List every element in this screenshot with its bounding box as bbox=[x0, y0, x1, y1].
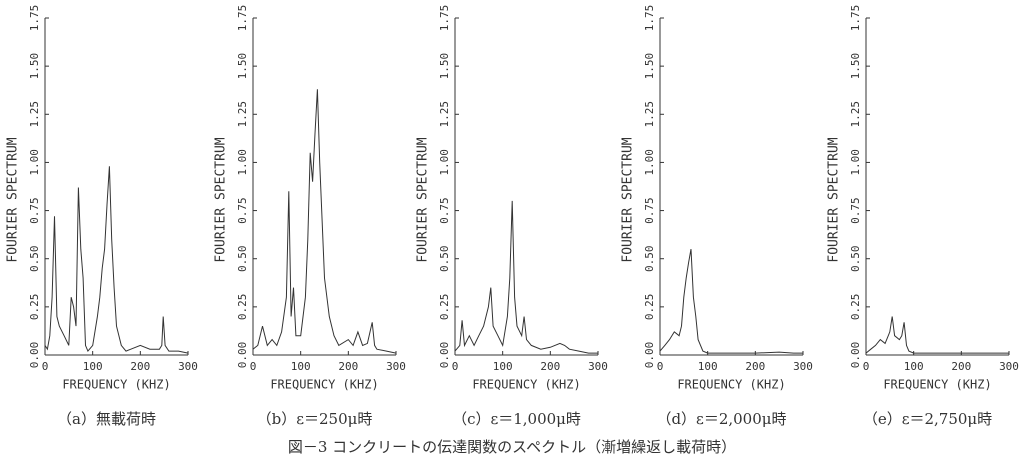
figure-caption: 図－3 コンクリートの伝達関数のスペクトル（漸増繰返し載荷時） bbox=[288, 438, 736, 456]
y-tick-label: 1.50 bbox=[643, 53, 656, 80]
y-tick-label: 0.00 bbox=[849, 342, 862, 369]
y-tick-label: 1.00 bbox=[28, 149, 41, 176]
y-tick-label: 0.50 bbox=[236, 245, 249, 272]
y-axis-label: FOURIER SPECTRUM bbox=[416, 137, 431, 262]
x-tick-label: 300 bbox=[386, 360, 406, 373]
spectrum-line bbox=[44, 166, 189, 354]
y-tick-label: 1.75 bbox=[438, 5, 451, 32]
y-tick-label: 0.50 bbox=[438, 245, 451, 272]
y-tick-label: 0.50 bbox=[643, 245, 656, 272]
y-tick-label: 0.75 bbox=[643, 197, 656, 224]
y-tick-label: 0.25 bbox=[643, 294, 656, 321]
y-tick-label: 1.00 bbox=[236, 149, 249, 176]
y-axis-label: FOURIER SPECTRUM bbox=[827, 137, 842, 262]
x-tick-label: 0 bbox=[657, 360, 664, 373]
y-tick-label: 1.00 bbox=[643, 149, 656, 176]
x-tick-label: 100 bbox=[493, 360, 513, 373]
y-tick-label: 0.50 bbox=[28, 245, 41, 272]
x-tick-label: 0 bbox=[452, 360, 459, 373]
y-axis-label: FOURIER SPECTRUM bbox=[621, 137, 636, 262]
spectrum-line bbox=[865, 316, 1009, 354]
y-tick-label: 1.25 bbox=[438, 101, 451, 128]
chart-caption: （c）ε＝1,000μ時 bbox=[452, 410, 581, 428]
chart-caption: （a）無載荷時 bbox=[57, 410, 156, 428]
y-tick-label: 0.00 bbox=[28, 342, 41, 369]
y-axis-label: FOURIER SPECTRUM bbox=[6, 137, 21, 262]
x-tick-label: 300 bbox=[178, 360, 198, 373]
chart-caption: （e）ε＝2,750μ時 bbox=[863, 410, 992, 428]
y-tick-label: 1.75 bbox=[643, 5, 656, 32]
y-tick-label: 1.00 bbox=[438, 149, 451, 176]
x-tick-label: 100 bbox=[83, 360, 103, 373]
x-tick-label: 0 bbox=[250, 360, 257, 373]
y-tick-label: 0.75 bbox=[236, 197, 249, 224]
x-axis-label: FREQUENCY (KHZ) bbox=[883, 378, 991, 392]
y-tick-label: 1.75 bbox=[236, 5, 249, 32]
y-tick-label: 1.25 bbox=[236, 101, 249, 128]
x-tick-label: 300 bbox=[793, 360, 813, 373]
y-tick-label: 0.00 bbox=[438, 342, 451, 369]
y-tick-label: 1.25 bbox=[849, 101, 862, 128]
y-tick-label: 1.50 bbox=[236, 53, 249, 80]
x-tick-label: 0 bbox=[42, 360, 49, 373]
y-tick-label: 0.75 bbox=[438, 197, 451, 224]
y-tick-label: 1.75 bbox=[28, 5, 41, 32]
y-tick-label: 1.25 bbox=[28, 101, 41, 128]
y-tick-label: 0.25 bbox=[28, 294, 41, 321]
chart-caption: （b）ε＝250μ時 bbox=[257, 410, 373, 428]
y-tick-label: 1.50 bbox=[28, 53, 41, 80]
y-tick-label: 0.25 bbox=[849, 294, 862, 321]
y-tick-label: 1.25 bbox=[643, 101, 656, 128]
x-tick-label: 300 bbox=[588, 360, 608, 373]
y-tick-label: 0.75 bbox=[849, 197, 862, 224]
x-tick-label: 100 bbox=[698, 360, 718, 373]
x-tick-label: 300 bbox=[999, 360, 1019, 373]
chart-caption: （d）ε＝2,000μ時 bbox=[656, 410, 786, 428]
x-axis-label: FREQUENCY (KHZ) bbox=[62, 378, 170, 392]
spectrum-line bbox=[659, 249, 803, 354]
y-tick-label: 0.25 bbox=[438, 294, 451, 321]
x-tick-label: 200 bbox=[951, 360, 971, 373]
spectrum-line bbox=[252, 89, 397, 354]
x-tick-label: 100 bbox=[904, 360, 924, 373]
x-tick-label: 200 bbox=[338, 360, 358, 373]
y-tick-label: 0.00 bbox=[643, 342, 656, 369]
y-tick-label: 0.50 bbox=[849, 245, 862, 272]
x-axis-label: FREQUENCY (KHZ) bbox=[677, 378, 785, 392]
y-tick-label: 0.00 bbox=[236, 342, 249, 369]
y-axis-label: FOURIER SPECTRUM bbox=[214, 137, 229, 262]
y-tick-label: 1.50 bbox=[849, 53, 862, 80]
y-tick-label: 1.50 bbox=[438, 53, 451, 80]
y-tick-label: 1.75 bbox=[849, 5, 862, 32]
x-tick-label: 0 bbox=[863, 360, 870, 373]
x-axis-label: FREQUENCY (KHZ) bbox=[472, 378, 580, 392]
x-tick-label: 200 bbox=[130, 360, 150, 373]
x-tick-label: 200 bbox=[540, 360, 560, 373]
y-tick-label: 1.00 bbox=[849, 149, 862, 176]
y-tick-label: 0.75 bbox=[28, 197, 41, 224]
x-tick-label: 200 bbox=[745, 360, 765, 373]
x-tick-label: 100 bbox=[291, 360, 311, 373]
y-tick-label: 0.25 bbox=[236, 294, 249, 321]
x-axis-label: FREQUENCY (KHZ) bbox=[270, 378, 378, 392]
spectrum-line bbox=[454, 200, 598, 354]
